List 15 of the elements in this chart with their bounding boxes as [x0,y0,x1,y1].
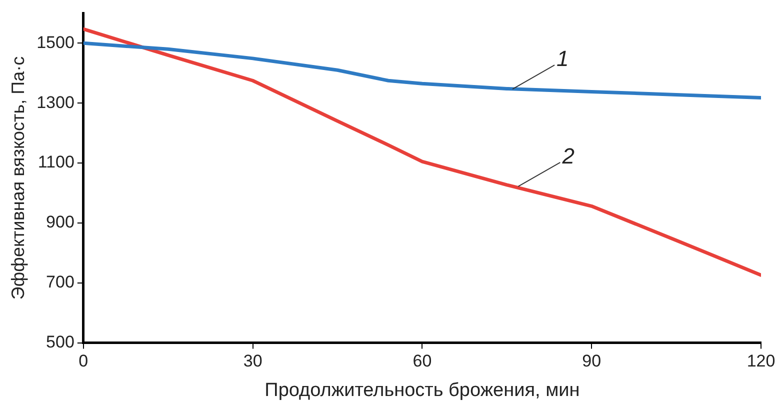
x-tick-label: 90 [582,352,602,371]
y-tick-label: 900 [46,212,74,232]
y-tick-label: 1300 [36,92,74,112]
y-tick-label: 500 [46,332,74,352]
annotation: 1 [556,46,569,72]
y-tick-label: 700 [46,272,74,292]
y-axis-title: Эффективная вязкость, Па·с [8,56,28,300]
x-tick-label: 0 [78,352,88,371]
y-tick-label: 1100 [38,152,74,172]
y-tick-label: 1500 [36,32,74,52]
x-tick-label: 120 [746,352,776,371]
x-tick-label: 60 [412,352,432,371]
x-tick-label: 30 [243,352,262,371]
x-axis-title: Продолжительность брожения, мин [264,380,580,401]
annotation: 2 [561,144,574,169]
